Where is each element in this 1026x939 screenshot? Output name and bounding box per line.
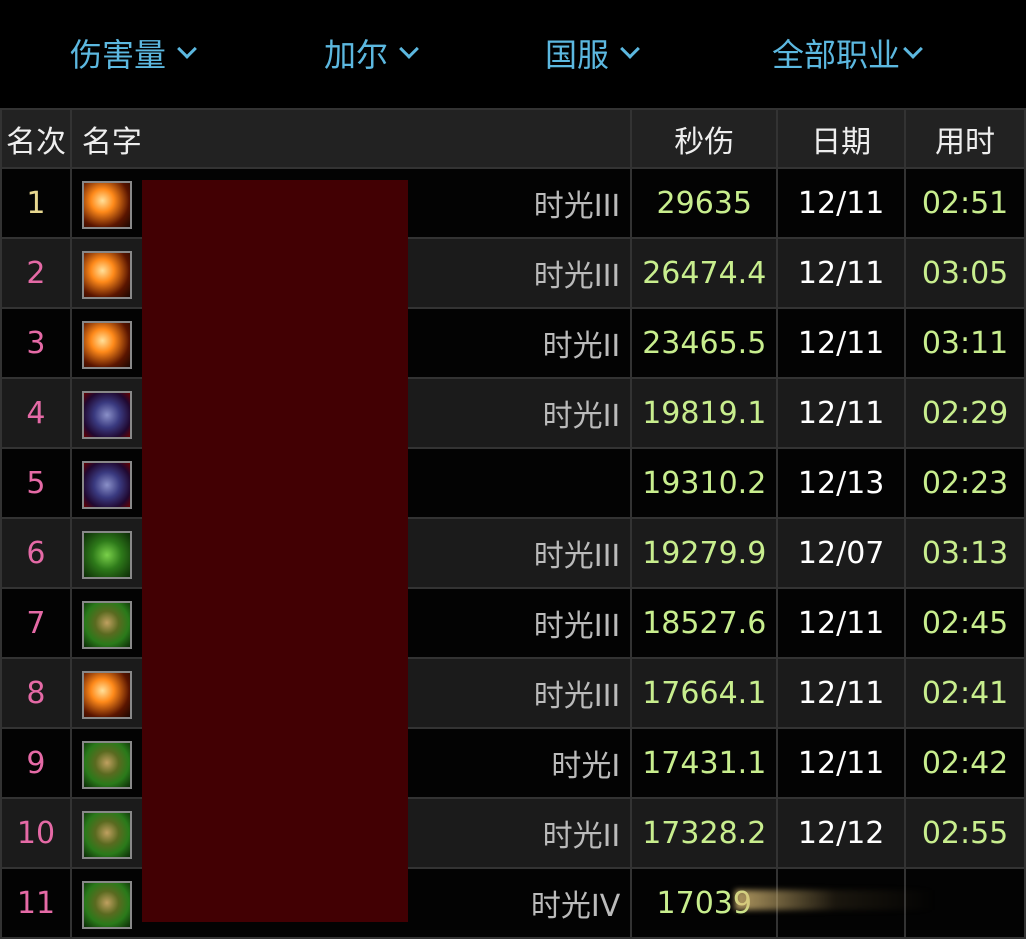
tier-label: 时光II [542,329,621,364]
dps-cell: 19310.2 [630,447,779,519]
rank-cell: 3 [0,307,72,379]
time-cell: 02:55 [904,797,1026,869]
tier-label: 时光III [533,609,621,644]
metric-label: 伤害量 [70,36,167,74]
rank-cell: 10 [0,797,72,869]
tier-label: 时光III [533,189,621,224]
dps-cell: 18527.6 [630,587,779,659]
time-cell: 03:11 [904,307,1026,379]
date-cell: 12/11 [776,167,907,239]
loading-glow [735,890,935,910]
filter-bar: 伤害量 加尔 国服 全部职业 [0,0,1026,108]
date-cell: 12/11 [776,377,907,449]
fire-spell-icon [81,671,132,719]
boss-dropdown[interactable]: 加尔 [324,30,419,76]
chevron-down-icon [399,39,419,59]
fire-spell-icon [81,321,132,369]
tier-label: 时光II [542,399,621,434]
date-cell: 12/11 [776,587,907,659]
time-cell: 02:42 [904,727,1026,799]
rank-cell: 2 [0,237,72,309]
dps-cell: 19279.9 [630,517,779,589]
tier-label: 时光III [533,539,621,574]
redacted-names [142,180,408,922]
demon-portrait-icon [81,391,132,439]
green-beast-icon [81,531,132,579]
green-face-icon [81,601,132,649]
chevron-down-icon [903,39,923,59]
dps-cell: 17664.1 [630,657,779,729]
time-cell: 03:13 [904,517,1026,589]
dps-cell: 26474.4 [630,237,779,309]
header-date[interactable]: 日期 [776,108,907,169]
fire-spell-icon [81,181,132,229]
chevron-down-icon [620,39,640,59]
dps-cell: 29635 [630,167,779,239]
time-cell: 02:29 [904,377,1026,449]
header-name[interactable]: 名字 [69,108,633,169]
tier-label: 时光III [533,679,621,714]
rank-cell: 9 [0,727,72,799]
time-cell: 02:23 [904,447,1026,519]
dps-cell: 17431.1 [630,727,779,799]
header-rank[interactable]: 名次 [0,108,72,169]
tier-label: 时光III [533,259,621,294]
table-header: 名次 名字 秒伤 日期 用时 [0,108,1026,169]
rank-cell: 4 [0,377,72,449]
class-dropdown[interactable]: 全部职业 [772,30,923,76]
rank-cell: 5 [0,447,72,519]
rank-cell: 7 [0,587,72,659]
time-cell: 02:45 [904,587,1026,659]
dps-cell: 23465.5 [630,307,779,379]
demon-portrait-icon [81,461,132,509]
class-label: 全部职业 [772,36,901,74]
region-label: 国服 [545,36,610,74]
header-dps[interactable]: 秒伤 [630,108,779,169]
tier-label: 时光I [551,749,621,784]
date-cell: 12/13 [776,447,907,519]
time-cell: 02:51 [904,167,1026,239]
green-face-icon [81,741,132,789]
rank-cell: 1 [0,167,72,239]
tier-label: 时光IV [530,889,621,924]
tier-label: 时光II [542,819,621,854]
rank-cell: 11 [0,867,72,939]
fire-spell-icon [81,251,132,299]
date-cell: 12/07 [776,517,907,589]
header-time[interactable]: 用时 [904,108,1026,169]
date-cell: 12/11 [776,237,907,309]
rank-cell: 8 [0,657,72,729]
chevron-down-icon [177,39,197,59]
metric-dropdown[interactable]: 伤害量 [70,30,197,76]
dps-cell: 19819.1 [630,377,779,449]
green-face-icon [81,881,132,929]
green-face-icon [81,811,132,859]
date-cell: 12/11 [776,657,907,729]
time-cell: 03:05 [904,237,1026,309]
date-cell: 12/11 [776,727,907,799]
boss-label: 加尔 [324,36,389,74]
date-cell: 12/12 [776,797,907,869]
region-dropdown[interactable]: 国服 [545,30,640,76]
time-cell: 02:41 [904,657,1026,729]
dps-cell: 17328.2 [630,797,779,869]
rank-cell: 6 [0,517,72,589]
date-cell: 12/11 [776,307,907,379]
